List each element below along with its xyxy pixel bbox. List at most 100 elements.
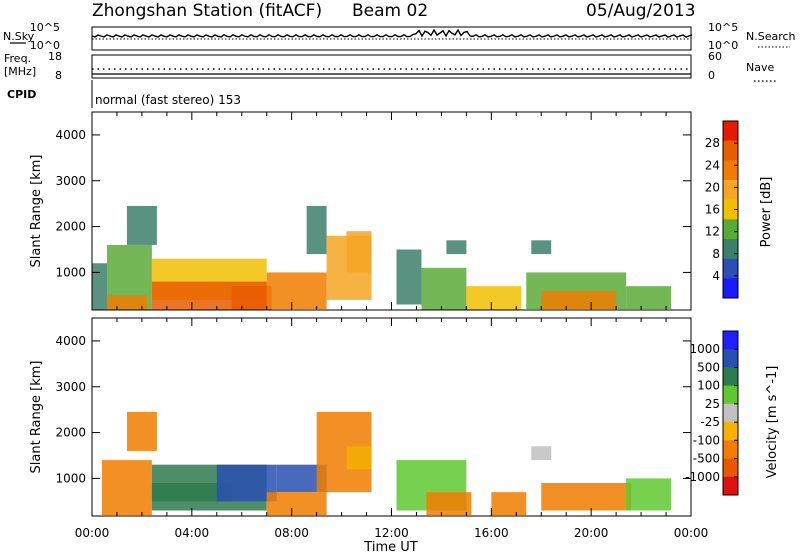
nsearch-label: N.Search <box>746 30 796 43</box>
freq-tick-bottom: 8 <box>55 69 62 82</box>
power-cell <box>541 290 617 310</box>
time-tick-label: 04:00 <box>175 526 210 540</box>
beam-label: Beam 02 <box>352 1 428 21</box>
time-tick-label: 00:00 <box>674 526 709 540</box>
velocity-cell <box>126 411 157 451</box>
power-colorbar-segment <box>723 140 738 161</box>
power-colorbar-tick-label: 28 <box>705 136 720 150</box>
cpid-value: normal (fast stereo) 153 <box>95 93 241 107</box>
velocity-colorbar-tick-label: -25 <box>700 415 720 429</box>
nsearch-tick-top: 10^5 <box>708 21 738 34</box>
velocity-colorbar-label: Velocity [m s^-1] <box>765 366 780 479</box>
station-title: Zhongshan Station (fitACF) <box>92 1 322 21</box>
time-axis-title: Time UT <box>363 540 417 554</box>
nave-tick-bottom: 0 <box>708 69 715 82</box>
cpid-label: CPID <box>7 88 36 101</box>
time-tick-label: 00:00 <box>75 526 110 540</box>
velocity-colorbar-segment <box>723 458 738 478</box>
power-cell <box>92 263 107 310</box>
velocity-colorbar-ticks: 1000 500 100 25 -25 -100 -500 -1000 <box>685 342 738 484</box>
velocity-cell <box>101 460 152 516</box>
power-ytick-label: 3000 <box>55 174 86 188</box>
power-colorbar-segment <box>723 219 738 240</box>
power-cell <box>306 205 327 255</box>
velocity-cells <box>101 411 672 516</box>
freq-tick-top: 18 <box>48 50 62 63</box>
nsearch-tick-bottom: 10^0 <box>708 39 738 52</box>
velocity-ytick-label: 2000 <box>55 426 86 440</box>
power-cell <box>231 286 272 310</box>
time-tick-label: 08:00 <box>274 526 309 540</box>
velocity-cell <box>426 492 472 516</box>
power-colorbar-segment <box>723 199 738 220</box>
nsky-tick-bottom: 10^0 <box>30 39 60 52</box>
velocity-ytick-label: 1000 <box>55 471 86 485</box>
velocity-cell <box>541 483 632 511</box>
velocity-colorbar-segment <box>723 331 738 350</box>
velocity-cell <box>266 492 327 516</box>
velocity-cell <box>346 446 372 470</box>
power-ylabel: Slant Range [km] <box>29 155 44 268</box>
time-axis-labels: 00:00 04:00 08:00 12:00 16:00 20:00 00:00 <box>75 526 709 540</box>
freq-unit: [MHz] <box>4 65 36 78</box>
power-cell <box>126 205 157 245</box>
power-cell <box>421 267 467 310</box>
date-label: 05/Aug/2013 <box>586 1 696 21</box>
power-colorbar-tick-label: 12 <box>705 225 720 239</box>
power-cell <box>266 272 327 310</box>
velocity-colorbar-tick-label: -500 <box>693 452 720 466</box>
velocity-colorbar <box>722 330 739 496</box>
power-colorbar-segment <box>723 278 738 299</box>
velocity-cell <box>491 492 527 516</box>
velocity-ylabel: Slant Range [km] <box>29 361 44 474</box>
power-ytick-label: 1000 <box>55 265 86 279</box>
power-colorbar-ticks: 4 8 12 16 20 24 28 <box>705 136 738 283</box>
time-tick-label: 20:00 <box>574 526 609 540</box>
power-colorbar <box>722 120 739 299</box>
velocity-colorbar-segment <box>723 476 738 496</box>
velocity-colorbar-segment <box>723 422 738 441</box>
velocity-colorbar-segment <box>723 367 738 386</box>
velocity-yticks: 1000 2000 3000 4000 <box>55 334 691 485</box>
power-colorbar-label: Power [dB] <box>759 177 774 248</box>
time-tick-label: 12:00 <box>374 526 409 540</box>
nsky-panel: 10^5 10^0 N.Sky 10^5 10^0 N.Search <box>3 21 796 52</box>
velocity-colorbar-tick-label: 1000 <box>689 342 720 356</box>
power-yticks: 1000 2000 3000 4000 <box>55 128 691 279</box>
time-tick-label: 16:00 <box>474 526 509 540</box>
velocity-colorbar-tick-label: 25 <box>705 397 720 411</box>
nave-tick-top: 60 <box>708 50 722 63</box>
velocity-colorbar-tick-label: 100 <box>697 379 720 393</box>
power-ytick-label: 2000 <box>55 220 86 234</box>
velocity-ytick-label: 3000 <box>55 380 86 394</box>
power-colorbar-segment <box>723 160 738 181</box>
nsky-trace <box>91 28 693 38</box>
velocity-xticks <box>91 318 692 516</box>
power-panel: 1000 2000 3000 4000 Slant Range [km] 4 8 12 16… <box>29 111 774 311</box>
power-cell <box>346 231 372 273</box>
power-colorbar-segment <box>723 239 738 259</box>
velocity-cell <box>626 478 672 511</box>
velocity-colorbar-frame <box>722 330 739 496</box>
power-ytick-label: 4000 <box>55 128 86 142</box>
power-cell <box>626 286 672 310</box>
nsky-frame <box>91 26 692 51</box>
velocity-cell <box>151 483 232 502</box>
power-colorbar-segment <box>723 258 738 279</box>
freq-panel: 18 8 Freq. [MHz] 60 0 Nave <box>4 50 776 82</box>
velocity-colorbar-tick-label: 500 <box>697 360 720 374</box>
power-colorbar-segment <box>723 121 738 141</box>
power-colorbar-tick-label: 8 <box>712 247 720 261</box>
velocity-ytick-label: 4000 <box>55 334 86 348</box>
velocity-cell <box>531 446 552 461</box>
power-cells <box>92 205 672 310</box>
velocity-colorbar-segment <box>723 349 738 368</box>
power-xticks <box>91 112 692 310</box>
power-cell <box>466 286 522 310</box>
velocity-colorbar-segment <box>723 403 738 423</box>
velocity-colorbar-tick-label: -100 <box>693 433 720 447</box>
power-cell <box>396 249 422 305</box>
power-colorbar-tick-label: 20 <box>705 180 720 194</box>
